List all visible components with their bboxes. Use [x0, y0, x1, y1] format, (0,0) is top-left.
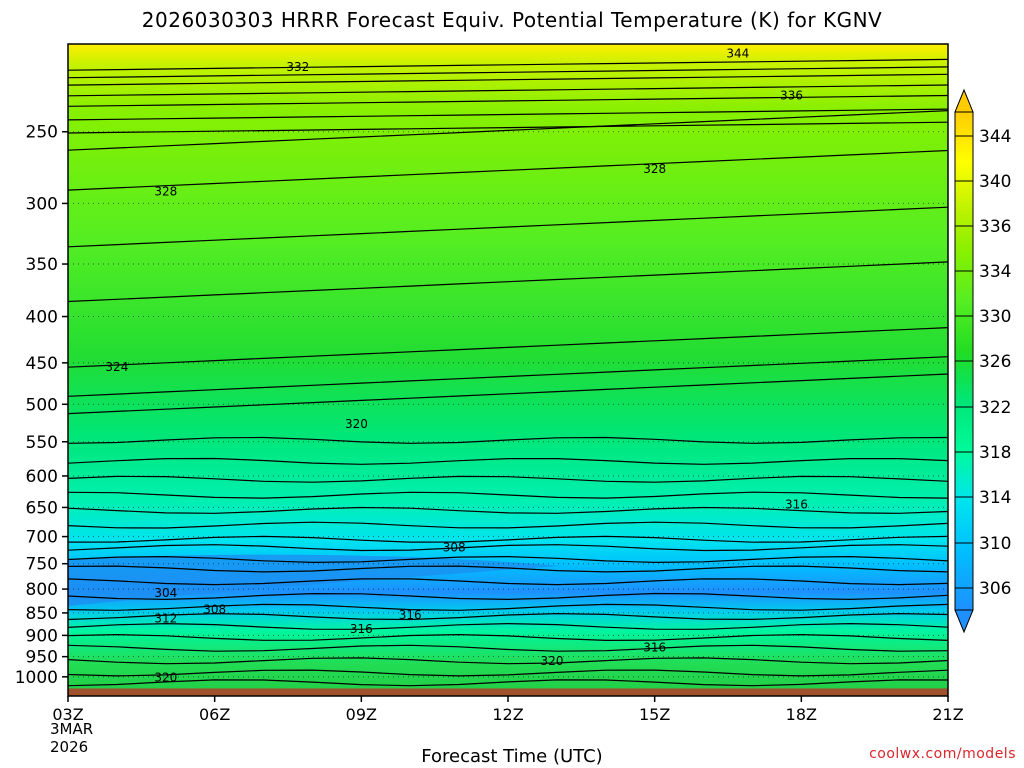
contour-line	[67, 108, 949, 121]
contour-line	[67, 110, 949, 151]
contour-line	[67, 356, 949, 397]
ground-strip	[68, 688, 948, 696]
y-tick-label: 650	[26, 498, 58, 518]
colorbar-tick-label: 340	[979, 172, 1011, 192]
contour-line	[67, 327, 949, 368]
contour-line	[67, 521, 949, 529]
y-tick-label: 500	[26, 395, 58, 415]
contour-label: 320	[345, 417, 368, 431]
contour-label: 308	[203, 603, 226, 617]
x-axis-label: Forecast Time (UTC)	[421, 746, 603, 767]
y-tick-label: 450	[26, 354, 58, 374]
contour-label: 320	[154, 671, 177, 685]
contour-line	[67, 679, 949, 687]
y-tick-label: 250	[26, 123, 58, 143]
y-tick-label: 350	[26, 255, 58, 275]
y-tick-label: 400	[26, 308, 58, 328]
colorbar-tick-label: 318	[979, 443, 1011, 463]
colorbar-tick-label: 310	[979, 534, 1011, 554]
y-tick-label: 800	[26, 580, 58, 600]
contour-line	[67, 555, 949, 564]
contour-label: 304	[154, 586, 177, 600]
contour-line	[67, 94, 949, 107]
colorbar-tick-label: 330	[979, 307, 1011, 327]
contour-line	[67, 506, 949, 514]
x-tick-label: 15Z	[639, 705, 670, 724]
watermark: coolwx.com/models	[869, 746, 1016, 762]
contour-line	[67, 612, 949, 621]
contour-label: 316	[643, 640, 666, 654]
contour-line	[67, 622, 949, 630]
contour-label: 336	[780, 89, 803, 103]
y-tick-label: 700	[26, 528, 58, 548]
y-tick-label: 850	[26, 604, 58, 624]
date-label-year: 2026	[50, 738, 89, 756]
contour-line	[67, 491, 949, 499]
contour-line	[67, 475, 949, 483]
cold-core-region	[68, 554, 560, 606]
contour-line	[67, 84, 949, 97]
colorbar-tick-label: 344	[979, 127, 1011, 147]
contour-line	[67, 544, 949, 552]
contour-line	[67, 633, 949, 642]
contour-line	[67, 565, 949, 573]
colorbar-tick-label: 322	[979, 398, 1011, 418]
y-tick-label: 1000	[15, 668, 58, 688]
contour-line	[67, 644, 949, 652]
contour-line	[67, 373, 949, 415]
contour-label: 332	[286, 60, 309, 74]
chart-title: 2026030303 HRRR Forecast Equiv. Potentia…	[141, 8, 883, 32]
colorbar-top-arrow	[954, 88, 974, 113]
y-tick-label: 950	[26, 648, 58, 668]
contour-label: 344	[726, 47, 749, 61]
date-label-month: 3MAR	[50, 720, 94, 738]
contour-line	[67, 669, 949, 677]
y-tick-label: 900	[26, 626, 58, 646]
x-tick-label: 21Z	[932, 705, 963, 724]
colorbar-tick-label: 306	[979, 579, 1011, 599]
contour-line	[67, 66, 949, 79]
contour-line	[67, 603, 949, 611]
contour-line	[67, 58, 949, 71]
contour-label: 328	[643, 162, 666, 176]
colorbar-tick-label: 334	[979, 262, 1011, 282]
contour-label: 312	[154, 611, 177, 625]
y-tick-label: 750	[26, 555, 58, 575]
contour-line	[67, 578, 949, 586]
colorbar-bottom-arrow	[954, 609, 974, 634]
contour-line	[67, 457, 949, 465]
contour-label: 320	[541, 654, 564, 668]
contour-label: 328	[154, 184, 177, 198]
colorbar-tick-label: 326	[979, 352, 1011, 372]
x-tick-label: 03Z	[52, 705, 83, 724]
contour-line	[67, 261, 949, 303]
x-tick-label: 09Z	[346, 705, 377, 724]
x-tick-label: 18Z	[786, 705, 817, 724]
colorbar-tick-label: 314	[979, 488, 1011, 508]
y-tick-label: 550	[26, 433, 58, 453]
contour-line	[67, 149, 949, 191]
contour-line	[67, 535, 949, 543]
contour-label: 316	[350, 622, 373, 636]
contour-label: 308	[443, 541, 466, 555]
colorbar-tick-label: 336	[979, 217, 1011, 237]
contour-line	[67, 73, 949, 86]
contour-line	[67, 592, 949, 601]
y-tick-label: 600	[26, 467, 58, 487]
contour-line	[67, 657, 949, 665]
contour-line	[67, 436, 949, 444]
contour-line	[67, 206, 949, 248]
contour-line	[67, 121, 949, 134]
y-tick-label: 300	[26, 194, 58, 214]
x-tick-label: 06Z	[199, 705, 230, 724]
x-tick-label: 12Z	[492, 705, 523, 724]
contour-label: 316	[785, 497, 808, 511]
contour-label: 316	[399, 608, 422, 622]
contour-label: 324	[105, 360, 128, 374]
